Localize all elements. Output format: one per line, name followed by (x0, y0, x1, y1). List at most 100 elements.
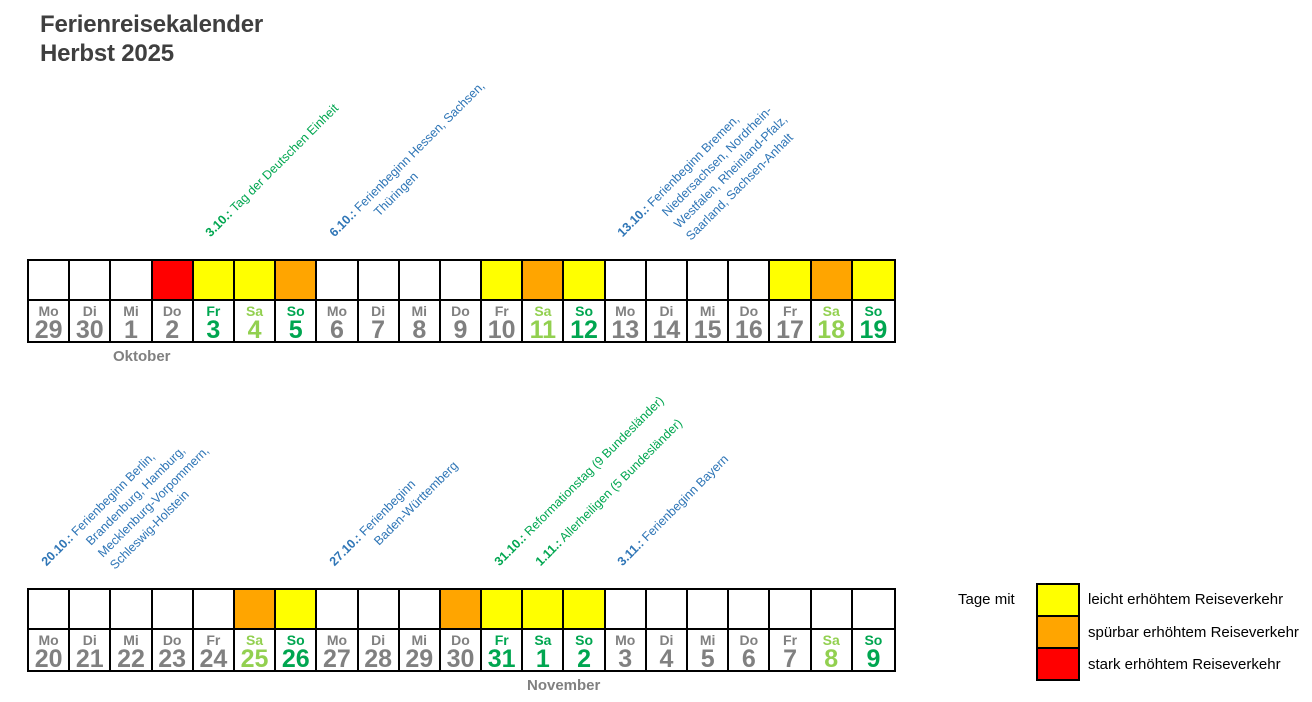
day-cell-Do-9: Do 9 (440, 301, 483, 343)
day-number: 19 (859, 316, 888, 344)
day-number: 3 (618, 645, 633, 673)
day-number: 26 (281, 645, 310, 673)
day-cell-Mo-29: Mo 29 (29, 301, 71, 344)
day-number: 30 (446, 645, 475, 673)
weekday-label: Di (371, 303, 386, 319)
traffic-cell-Di-30 (70, 261, 112, 301)
day-cell-Di-30: Di 30 (70, 301, 112, 344)
weekday-label: Do (162, 303, 182, 319)
traffic-cell-So-12 (564, 261, 606, 301)
day-cell-Mo-3: Mo 3 (605, 630, 647, 673)
day-cell-Mi-8: Mi 8 (399, 301, 441, 344)
traffic-cell-Sa-18 (811, 261, 853, 301)
traffic-cell-Do-16 (729, 261, 771, 301)
weekday-label: Do (451, 632, 470, 648)
traffic-cell-Sa-11 (523, 261, 565, 301)
legend-swatch-yellow (1038, 585, 1078, 617)
traffic-cell-Fr-24 (193, 590, 235, 630)
weekday-label: Mi (699, 303, 716, 319)
weekday-label: Mo (38, 632, 59, 648)
day-number: 29 (34, 316, 63, 344)
traffic-cell-Di-4 (646, 590, 689, 630)
weekday-label: Mi (699, 632, 716, 648)
day-cell-Mo-6: Mo 6 (317, 301, 359, 343)
day-cell-So-12: So 12 (564, 301, 606, 344)
day-cell-Mo-20: Mo 20 (29, 630, 71, 673)
weekday-label: So (864, 632, 883, 648)
annotation-date: 31.10.: (491, 531, 529, 569)
day-cell-Fr-17: Fr 17 (770, 301, 812, 343)
traffic-cell-Mo-20 (29, 590, 71, 630)
traffic-cell-So-9 (852, 590, 894, 630)
day-number: 30 (75, 316, 104, 344)
day-number: 20 (34, 645, 63, 673)
weekday-label: So (286, 632, 305, 648)
day-number: 12 (570, 316, 598, 344)
day-number: 14 (652, 316, 681, 344)
weekday-label: Fr (206, 632, 221, 648)
legend-swatch-red (1038, 649, 1078, 679)
month-label-october: Oktober (113, 348, 171, 365)
annotation-date: 1.11.: (532, 536, 565, 569)
traffic-cell-Mo-3 (605, 590, 647, 630)
day-cell-Sa-1: Sa 1 (523, 630, 565, 672)
traffic-cell-Di-7 (358, 261, 400, 301)
calendar-strip-october: Mo 29 Di 30 Mi 1 Do 2 Fr 3 Sa 4 So 5 Mo 6 Di 7 Mi 8 Do 9 Fr 10 S… (27, 259, 896, 343)
traffic-cell-Do-9 (440, 261, 483, 301)
day-cell-Di-21: Di 21 (70, 630, 112, 672)
traffic-cell-Mi-15 (688, 261, 730, 301)
day-number: 27 (323, 645, 351, 673)
traffic-cell-Mi-29 (399, 590, 441, 630)
weekday-label: Di (82, 632, 97, 648)
annotation-date: 3.11.: (614, 536, 647, 569)
legend-swatch-orange (1038, 617, 1078, 649)
day-number: 29 (405, 645, 434, 673)
day-cell-Fr-3: Fr 3 (193, 301, 235, 343)
day-cell-Do-16: Do 16 (729, 301, 771, 344)
weekday-label: Do (739, 632, 759, 648)
day-number: 23 (158, 645, 187, 673)
page-title-line1: Ferienreisekalender (40, 11, 263, 38)
weekday-label: So (286, 303, 305, 319)
day-cell-Di-14: Di 14 (646, 301, 689, 344)
traffic-cell-Mi-22 (111, 590, 153, 630)
weekday-label: Sa (822, 303, 840, 319)
annotation-date: 3.10.: (203, 207, 236, 240)
weekday-label: Mo (615, 632, 636, 648)
traffic-cell-Mo-29 (29, 261, 71, 301)
traffic-cell-Mo-6 (317, 261, 359, 301)
weekday-label: Sa (534, 303, 552, 319)
weekday-label: Sa (245, 303, 264, 319)
day-number: 10 (487, 316, 516, 344)
day-number: 22 (117, 645, 145, 673)
day-cell-Sa-8: Sa 8 (811, 630, 853, 672)
day-cell-Di-7: Di 7 (358, 301, 400, 343)
weekday-label: Mi (123, 303, 139, 319)
day-cell-Sa-25: Sa 25 (234, 630, 277, 672)
weekday-label: So (864, 303, 883, 319)
day-cell-So-2: So 2 (564, 630, 606, 672)
day-cell-Do-2: Do 2 (152, 301, 194, 344)
day-number: 5 (700, 645, 715, 673)
day-cell-Fr-10: Fr 10 (482, 301, 524, 344)
traffic-cell-Fr-17 (770, 261, 812, 301)
weekday-label: Mi (411, 632, 428, 648)
day-cell-Mo-13: Mo 13 (605, 301, 647, 343)
day-number: 2 (165, 316, 180, 344)
legend-swatch-column (1036, 583, 1080, 681)
day-cell-Sa-11: Sa 11 (523, 301, 565, 344)
day-cell-Sa-18: Sa 18 (811, 301, 853, 343)
weekday-label: Mo (38, 303, 59, 319)
day-cell-Fr-24: Fr 24 (193, 630, 235, 672)
day-number: 16 (734, 316, 763, 344)
day-cell-Fr-7: Fr 7 (770, 630, 812, 672)
weekday-label: Do (739, 303, 759, 319)
day-cell-Di-4: Di 4 (646, 630, 689, 673)
day-cell-So-5: So 5 (276, 301, 318, 343)
day-cell-Do-23: Do 23 (152, 630, 194, 673)
weekday-label: Mi (123, 632, 139, 648)
month-label-november: November (527, 677, 601, 694)
day-number: 4 (659, 645, 674, 673)
day-number: 11 (529, 316, 557, 344)
day-number: 8 (412, 316, 427, 344)
